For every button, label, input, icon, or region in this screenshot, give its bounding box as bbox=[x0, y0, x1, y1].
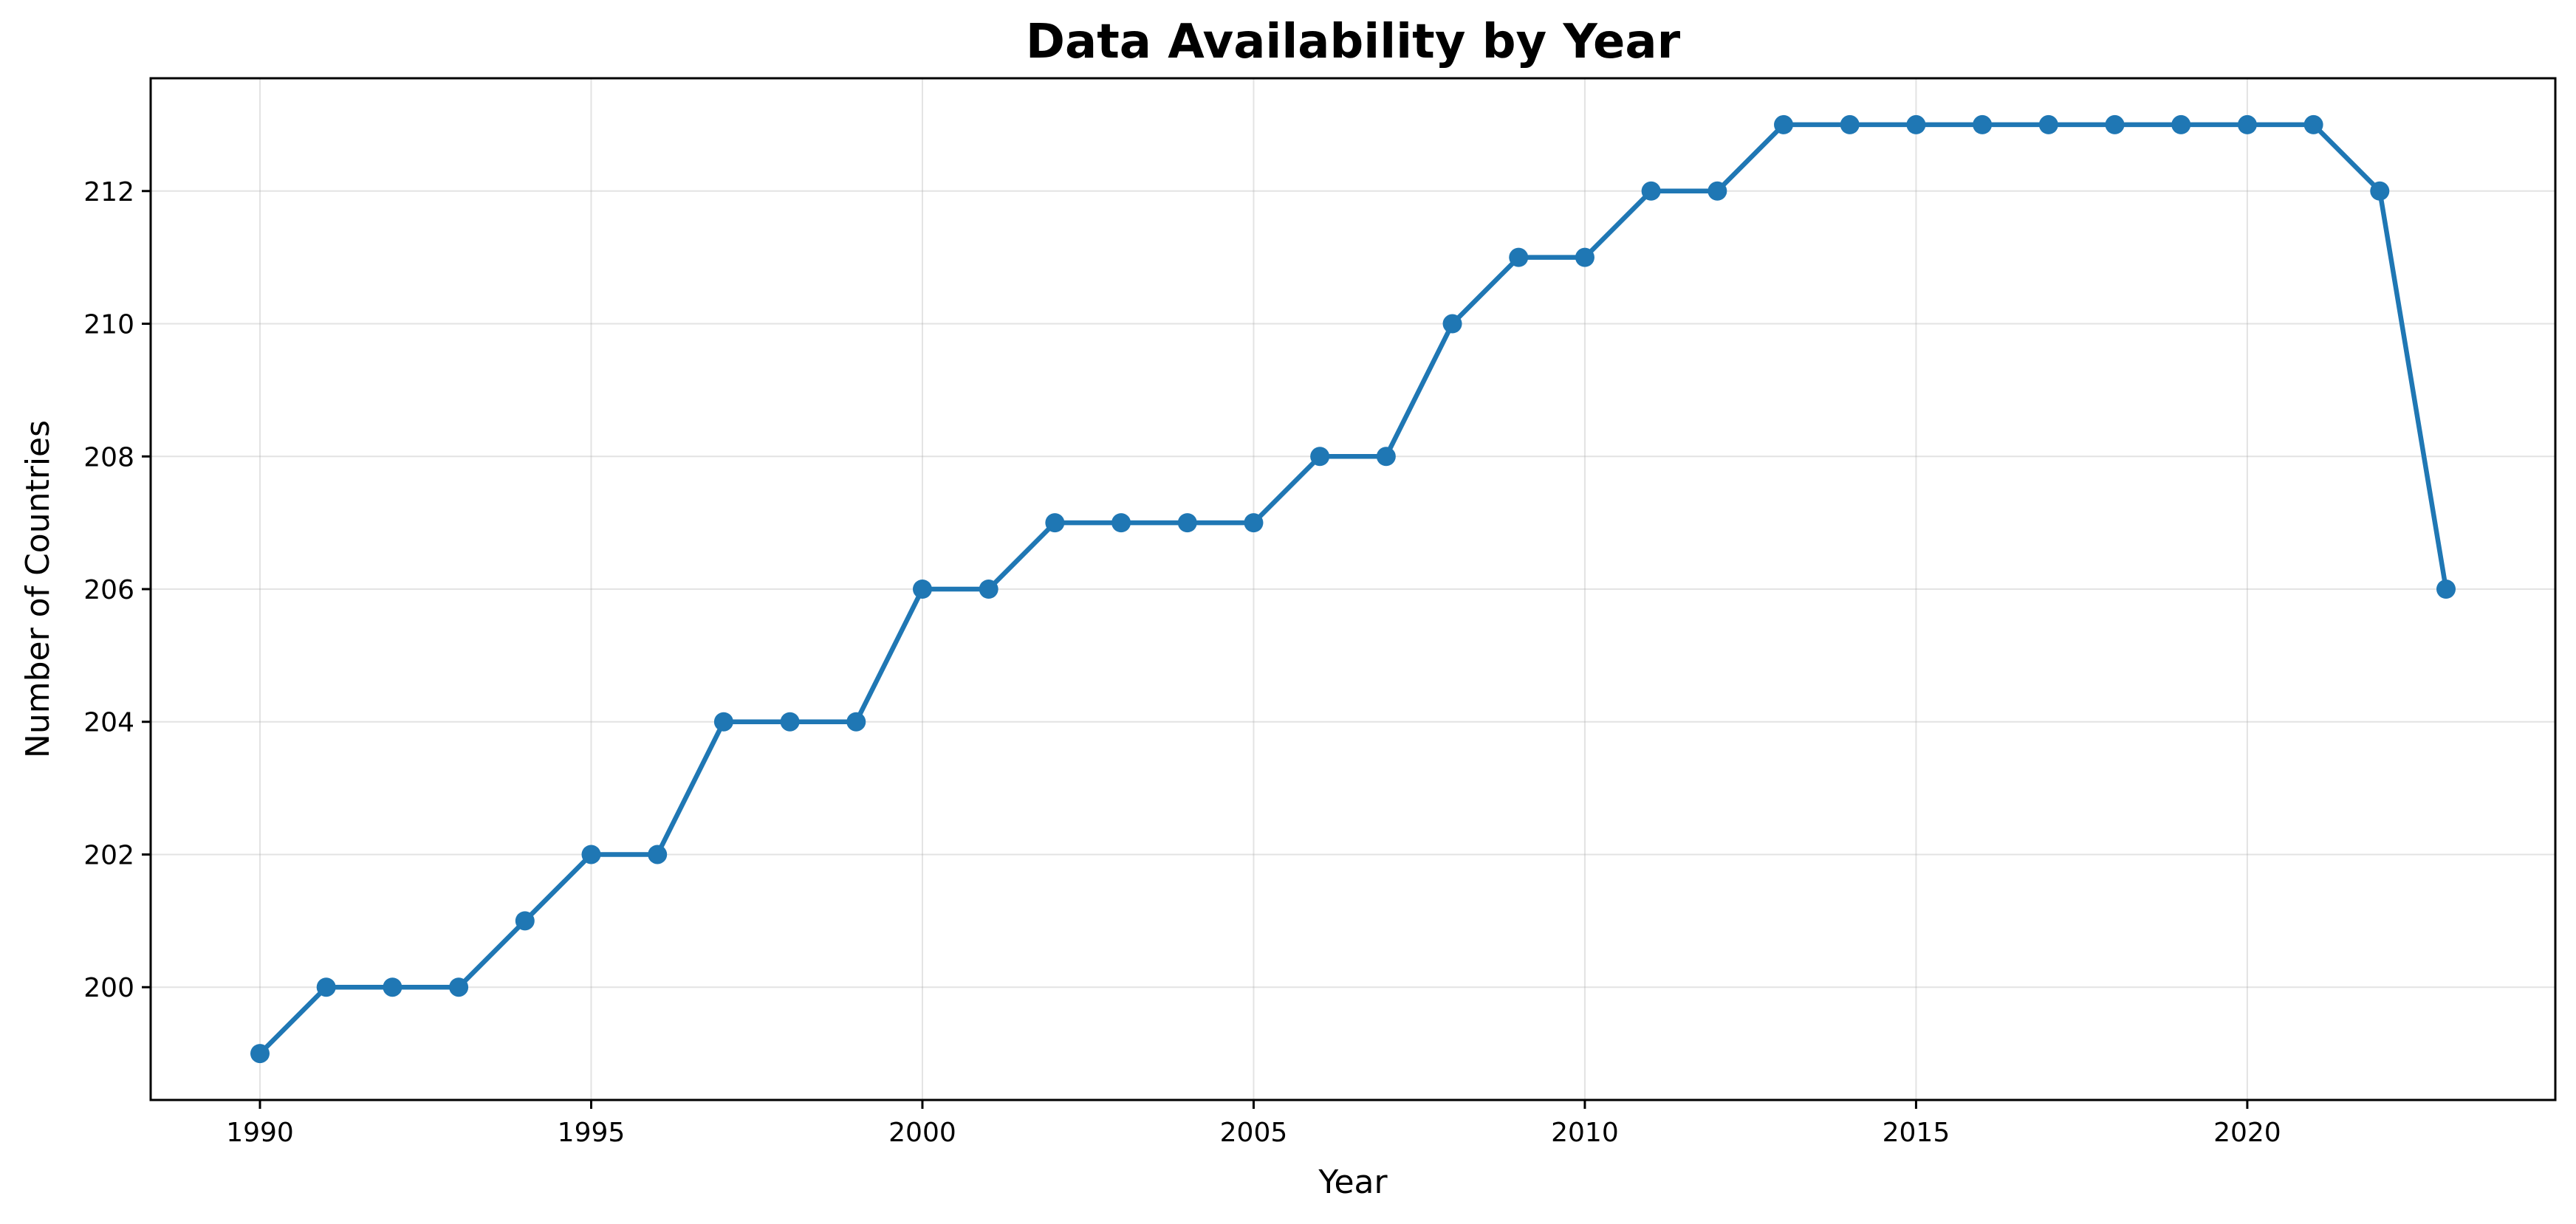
data-point bbox=[713, 712, 733, 732]
data-point bbox=[383, 977, 402, 997]
data-point bbox=[846, 712, 866, 732]
data-point bbox=[1376, 447, 1396, 467]
data-point bbox=[1177, 513, 1197, 533]
data-point bbox=[316, 977, 336, 997]
data-point bbox=[1045, 513, 1065, 533]
data-point bbox=[780, 712, 800, 732]
data-point bbox=[912, 580, 932, 599]
data-point bbox=[2105, 114, 2125, 134]
data-point bbox=[2370, 181, 2390, 201]
data-point bbox=[2303, 114, 2323, 134]
data-point bbox=[2038, 114, 2058, 134]
data-point bbox=[979, 580, 998, 599]
y-axis-label: Number of Countries bbox=[19, 420, 57, 758]
y-tick-label: 202 bbox=[83, 840, 134, 870]
data-point bbox=[449, 977, 469, 997]
data-point bbox=[1774, 114, 1794, 134]
data-point bbox=[1442, 314, 1462, 334]
data-point bbox=[2436, 580, 2456, 599]
data-point bbox=[1111, 513, 1131, 533]
data-point bbox=[1973, 114, 1993, 134]
y-tick-label: 208 bbox=[83, 442, 134, 472]
x-tick-label: 1995 bbox=[558, 1118, 626, 1148]
chart-title: Data Availability by Year bbox=[1026, 15, 1681, 69]
data-point bbox=[1310, 447, 1330, 467]
data-point bbox=[1840, 114, 1860, 134]
data-point bbox=[1575, 247, 1594, 267]
data-point bbox=[1906, 114, 1926, 134]
y-tick-label: 204 bbox=[83, 708, 134, 738]
x-axis-label: Year bbox=[1318, 1163, 1388, 1201]
data-point bbox=[1244, 513, 1264, 533]
x-tick-label: 1990 bbox=[226, 1118, 294, 1148]
data-point bbox=[2237, 114, 2257, 134]
data-point bbox=[1509, 247, 1529, 267]
data-point bbox=[2171, 114, 2191, 134]
y-tick-label: 212 bbox=[83, 177, 134, 207]
data-point bbox=[1641, 181, 1661, 201]
series-line bbox=[257, 122, 2449, 1056]
data-point bbox=[648, 845, 668, 864]
x-axis: 1990 1995 2000 2005 2010 2015 2020 bbox=[226, 1100, 2281, 1148]
x-tick-label: 2010 bbox=[1551, 1118, 1619, 1148]
x-tick-label: 2000 bbox=[888, 1118, 956, 1148]
data-point bbox=[1707, 181, 1727, 201]
y-tick-label: 200 bbox=[83, 973, 134, 1003]
x-tick-label: 2020 bbox=[2213, 1118, 2281, 1148]
data-point bbox=[515, 911, 535, 931]
grid-lines bbox=[151, 78, 2555, 1100]
x-tick-label: 2005 bbox=[1220, 1118, 1288, 1148]
data-point bbox=[581, 845, 601, 864]
y-tick-label: 206 bbox=[83, 575, 134, 605]
y-axis: 200 202 204 206 208 210 212 bbox=[83, 177, 151, 1003]
y-tick-label: 210 bbox=[83, 310, 134, 340]
series-group bbox=[250, 114, 2456, 1064]
x-tick-label: 2015 bbox=[1883, 1118, 1950, 1148]
data-point bbox=[250, 1044, 270, 1064]
